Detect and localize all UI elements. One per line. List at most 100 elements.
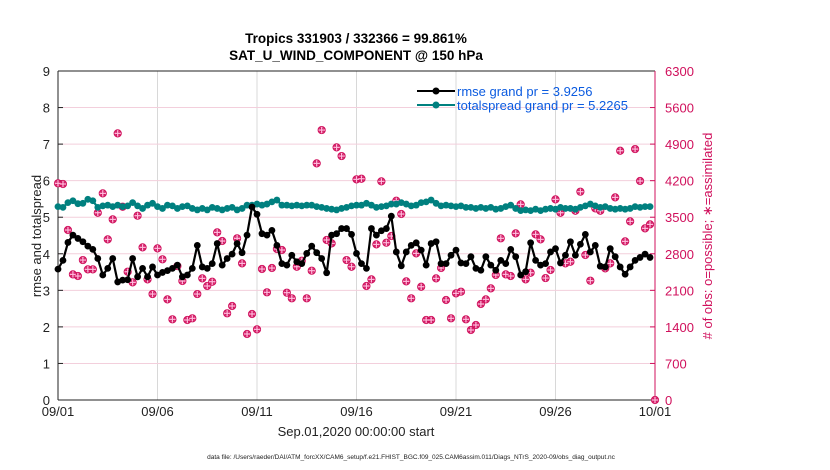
rmse-point	[333, 230, 340, 238]
y-tick-label: 2	[43, 320, 50, 335]
obs-assimilated-point	[214, 229, 221, 236]
obs-assimilated-point	[646, 221, 654, 228]
obs-assimilated-point	[184, 316, 191, 324]
obs-assimilated-point	[651, 396, 659, 404]
rmse-point	[502, 260, 510, 268]
obs-assimilated-point	[243, 330, 251, 338]
totalspread-point	[417, 199, 425, 207]
totalspread-point	[348, 202, 355, 210]
totalspread-point	[293, 201, 301, 209]
totalspread-point	[139, 205, 146, 212]
totalspread-point	[611, 205, 619, 213]
obs-possible-point	[402, 277, 411, 286]
rmse-point	[527, 239, 535, 247]
x-tick-label: 09/01	[42, 404, 75, 419]
totalspread-point	[59, 203, 67, 211]
rmse-point	[348, 231, 355, 238]
rmse-point	[218, 261, 226, 269]
obs-possible-point	[168, 315, 177, 324]
totalspread-point	[283, 201, 291, 209]
rmse-point	[552, 245, 559, 253]
obs-assimilated-point	[452, 290, 460, 297]
obs-assimilated-point	[522, 276, 529, 283]
rmse-point	[109, 255, 117, 262]
y-tick-label: 3	[43, 283, 50, 298]
rmse-point	[487, 261, 495, 269]
obs-assimilated-point	[69, 271, 77, 278]
rmse-point	[457, 259, 465, 267]
obs-possible-point	[347, 262, 356, 271]
rmse-point	[616, 263, 624, 271]
obs-possible-point	[332, 143, 341, 152]
rmse-point	[596, 262, 604, 270]
rmse-point	[64, 239, 72, 246]
rmse-point	[432, 238, 440, 246]
obs-assimilated-point	[631, 145, 639, 153]
obs-possible-point	[307, 266, 316, 275]
totalspread-point	[517, 207, 525, 215]
obs-assimilated-point	[482, 296, 490, 303]
rmse-point	[208, 260, 216, 268]
y-tick-label: 1	[43, 356, 50, 371]
obs-possible-point	[432, 274, 441, 283]
y2-tick-label: 3500	[665, 210, 694, 225]
totalspread-point	[273, 196, 281, 204]
obs-possible-point	[586, 276, 595, 285]
obs-assimilated-point	[353, 176, 360, 183]
rmse-point	[313, 249, 321, 257]
obs-possible-point	[252, 325, 262, 334]
obs-possible-point	[650, 395, 660, 405]
obs-assimilated-point	[348, 263, 355, 270]
obs-possible-point	[247, 309, 257, 319]
obs-assimilated-point	[403, 278, 410, 285]
rmse-point	[447, 251, 455, 259]
rmse-point	[363, 265, 370, 272]
obs-assimilated-point	[517, 201, 524, 208]
obs-assimilated-point	[467, 326, 475, 334]
rmse-point	[368, 225, 375, 232]
totalspread-point	[606, 205, 614, 212]
obs-possible-point	[337, 151, 346, 161]
obs-assimilated-point	[99, 190, 106, 197]
rmse-point	[576, 240, 584, 248]
obs-assimilated-point	[472, 321, 480, 329]
rmse-point	[79, 238, 87, 246]
obs-assimilated-point	[427, 316, 435, 324]
x-tick-label: 09/06	[141, 404, 174, 419]
rmse-point	[149, 263, 156, 271]
obs-assimilated-point	[223, 310, 231, 317]
obs-possible-point	[496, 234, 505, 243]
obs-assimilated-point	[343, 256, 350, 264]
obs-assimilated-point	[432, 275, 440, 282]
obs-possible-point	[382, 238, 391, 247]
obs-possible-point	[471, 320, 481, 330]
totalspread-point	[542, 205, 549, 213]
obs-assimilated-point	[323, 236, 330, 244]
rmse-point	[124, 276, 132, 284]
rmse-point	[263, 231, 271, 239]
totalspread-point	[631, 203, 639, 211]
obs-possible-point	[367, 275, 376, 284]
totalspread-point	[442, 201, 450, 209]
totalspread-point	[373, 203, 380, 211]
obs-assimilated-point	[139, 244, 146, 251]
rmse-point	[636, 254, 644, 261]
obs-assimilated-point	[248, 310, 256, 318]
y2-tick-label: 4200	[665, 174, 694, 189]
obs-assimilated-point	[278, 246, 286, 254]
obs-assimilated-point	[537, 236, 544, 243]
obs-possible-point	[267, 263, 277, 273]
obs-assimilated-point	[313, 160, 320, 167]
rmse-point	[591, 241, 599, 249]
obs-possible-point	[198, 274, 207, 283]
obs-possible-point	[407, 294, 416, 303]
rmse-point	[89, 245, 97, 253]
rmse-point	[532, 256, 539, 264]
rmse-point	[104, 265, 112, 272]
rmse-point	[273, 241, 281, 249]
rmse-point	[188, 265, 196, 272]
y2-tick-label: 2800	[665, 247, 694, 262]
rmse-point	[482, 253, 490, 261]
obs-possible-point	[531, 230, 540, 239]
obs-possible-point	[397, 209, 406, 219]
